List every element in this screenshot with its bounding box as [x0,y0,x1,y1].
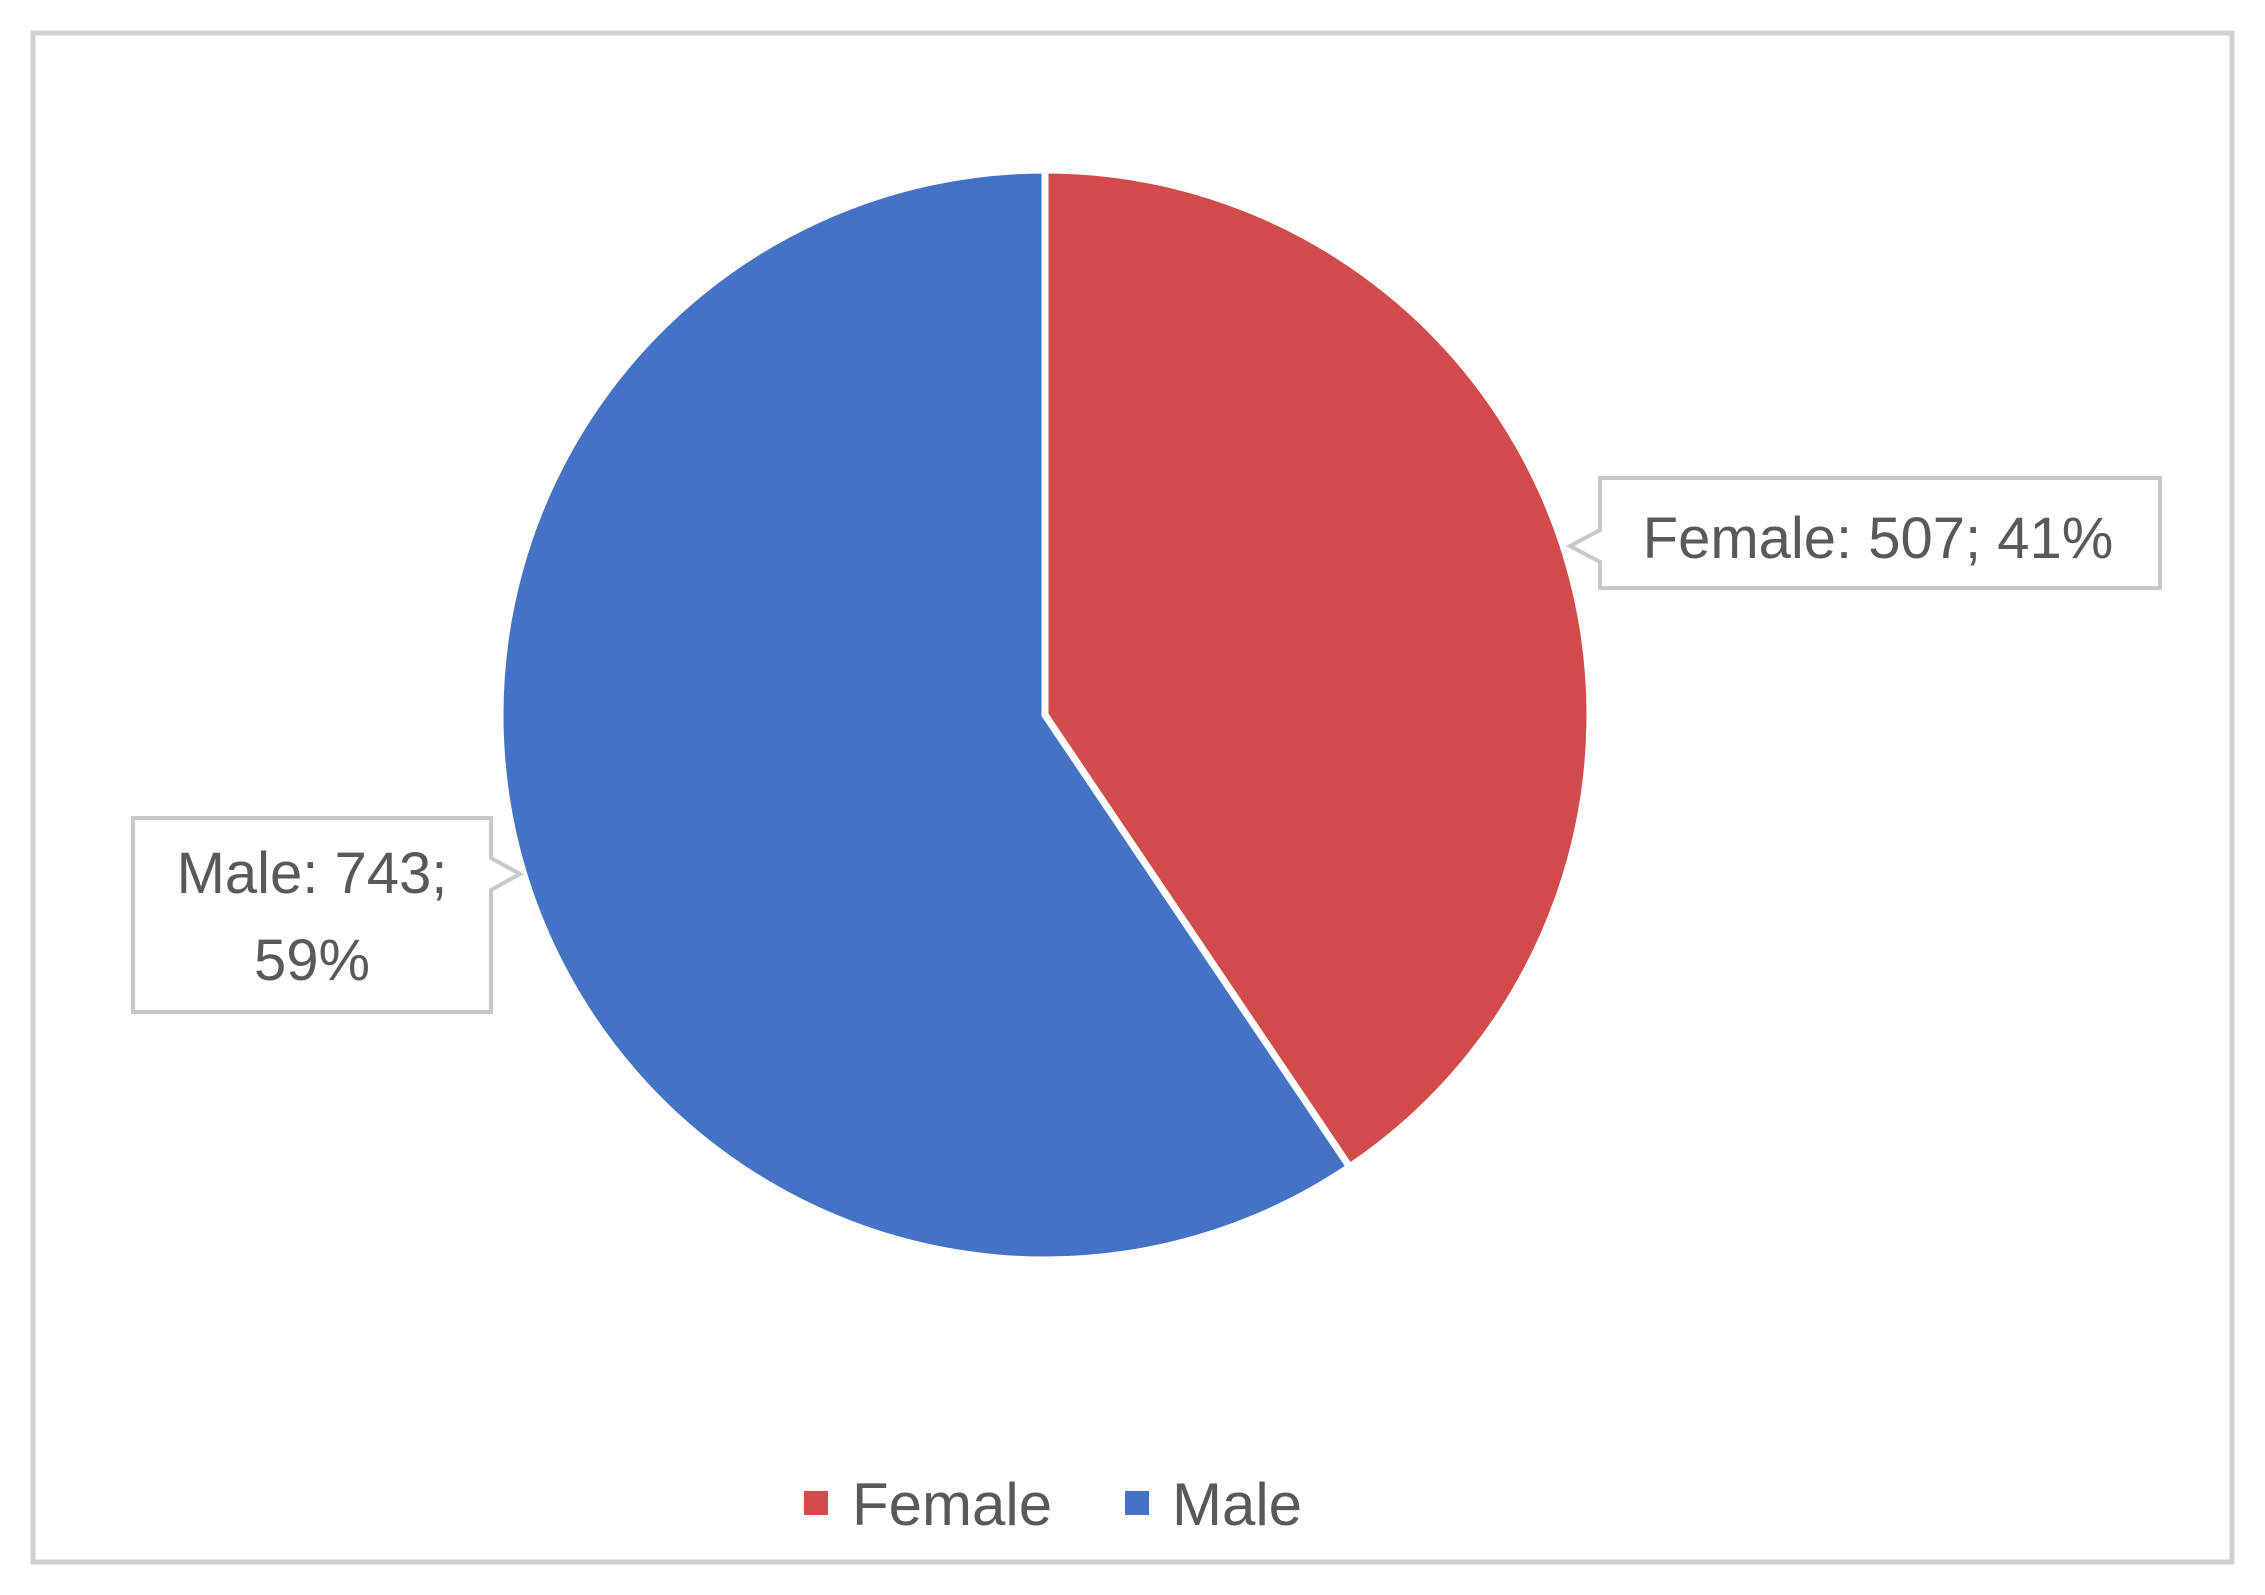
data-label-male: Male: 743; 59% [131,816,525,1014]
callout-box-female [1565,476,2162,590]
data-label-female-text: Female: 507; 41% [1643,506,2114,571]
pie-slice-female [1041,166,1594,1171]
pie-slices [496,166,1594,1264]
legend-swatch-female [804,1491,828,1515]
pie-slice-male [496,166,1354,1264]
legend-label-male: Male [1172,1471,1302,1538]
legend-label-female: Female [852,1471,1052,1538]
data-label-male-line2: 59% [254,928,370,993]
data-label-male-line1: Male: 743; [177,841,448,906]
legend-swatch-male [1125,1491,1149,1515]
legend: Female Male [804,1471,1302,1538]
callout-box-male [131,816,525,1014]
data-label-female: Female: 507; 41% [1565,476,2162,590]
